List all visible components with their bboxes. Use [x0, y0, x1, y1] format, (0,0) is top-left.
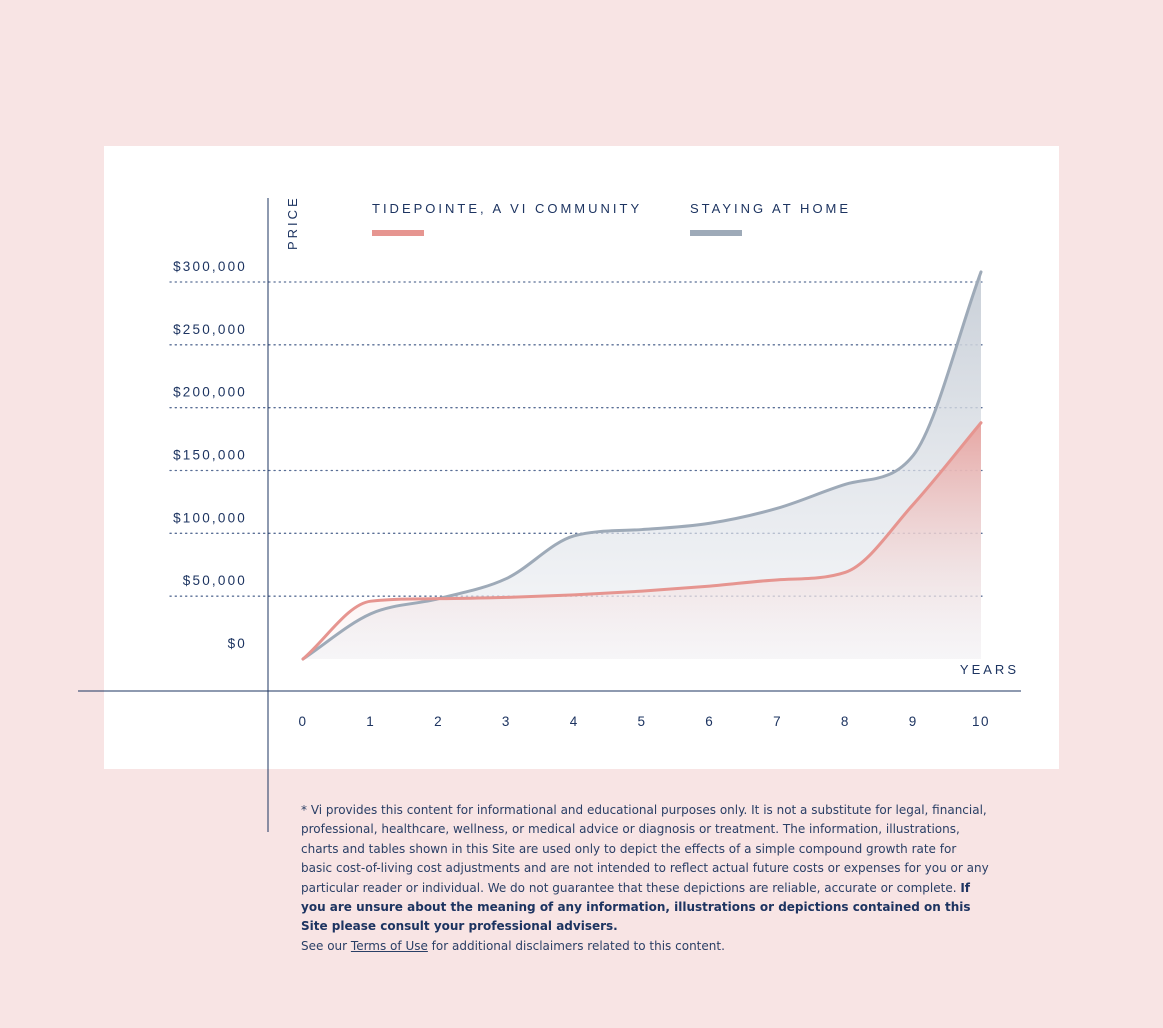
grid-lines [169, 281, 983, 597]
x-tick-label: 7 [773, 714, 782, 729]
y-tick-label: $0 [228, 636, 247, 651]
series-lines [301, 270, 983, 661]
terms-prefix: See our [301, 938, 351, 953]
x-tick-label: 3 [502, 714, 511, 729]
line-tidepointe [301, 421, 983, 661]
terms-of-use-link[interactable]: Terms of Use [350, 938, 428, 953]
x-axis-title: YEARS [960, 662, 1019, 677]
legend: TIDEPOINTE, A VI COMMUNITY STAYING AT HO… [372, 201, 851, 236]
legend-label-tidepointe: TIDEPOINTE, A VI COMMUNITY [372, 201, 642, 216]
y-axis-title: PRICE [285, 195, 300, 250]
x-tick-label: 9 [909, 714, 918, 729]
y-tick-label: $300,000 [173, 259, 247, 274]
area-tidepointe [303, 422, 981, 659]
terms-line: See our Terms of Use for additional disc… [301, 937, 991, 956]
x-tick-label: 1 [366, 714, 375, 729]
terms-suffix: for additional disclaimers related to th… [427, 938, 725, 953]
chart-card [104, 146, 1059, 769]
area-staying-at-home [303, 271, 981, 659]
x-tick-label: 0 [298, 714, 307, 729]
x-tick-label: 2 [434, 714, 443, 729]
disclaimer-text: * Vi provides this content for informati… [301, 803, 989, 895]
y-tick-label: $150,000 [173, 448, 247, 463]
y-tick-label: $100,000 [173, 510, 247, 525]
line-staying-at-home [301, 270, 983, 661]
x-tick-label: 4 [570, 714, 579, 729]
x-tick-label: 10 [972, 714, 990, 729]
x-tick-label: 8 [841, 714, 850, 729]
axes [78, 198, 1021, 832]
x-tick-label: 5 [637, 714, 646, 729]
y-tick-label: $50,000 [183, 573, 247, 588]
x-tick-label: 6 [705, 714, 714, 729]
legend-swatch-tidepointe [372, 230, 424, 236]
disclaimer: * Vi provides this content for informati… [301, 801, 991, 956]
disclaimer-bold-text: If you are unsure about the meaning of a… [301, 880, 971, 934]
y-tick-label: $200,000 [173, 385, 247, 400]
tick-labels: $0 $50,000 $100,000 $150,000 $200,000 $250,00… [173, 259, 990, 729]
series-areas [303, 271, 981, 659]
legend-swatch-staying-at-home [690, 230, 742, 236]
y-tick-label: $250,000 [173, 322, 247, 337]
legend-label-staying-at-home: STAYING AT HOME [690, 201, 851, 216]
disclaimer-paragraph: * Vi provides this content for informati… [301, 801, 991, 937]
